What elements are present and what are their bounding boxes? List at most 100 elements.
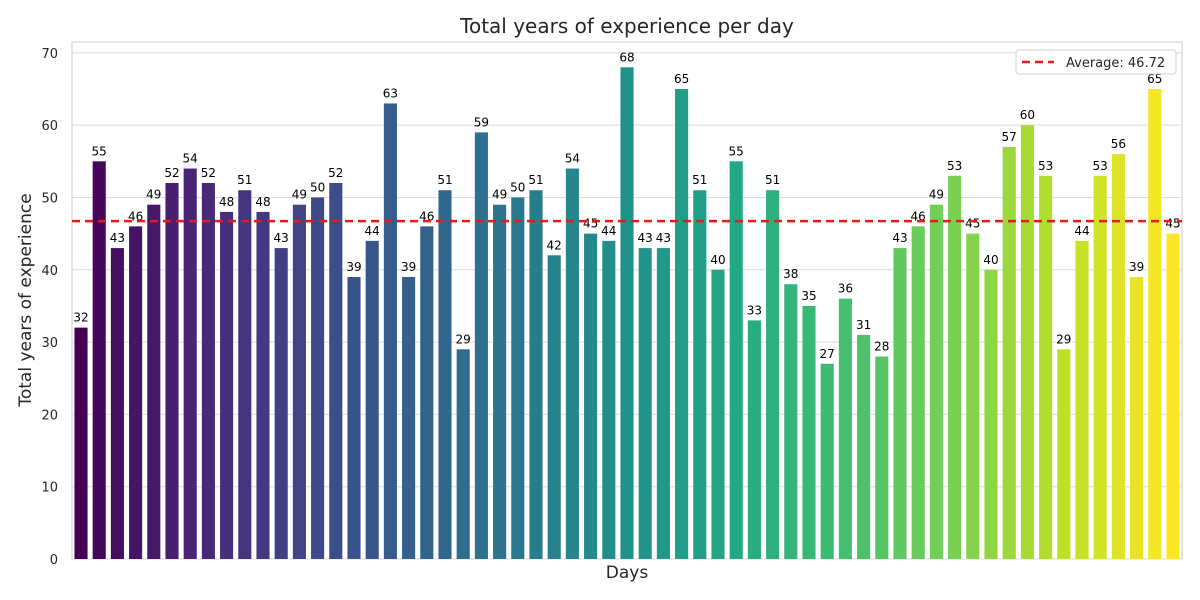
bar-value-label: 29	[456, 332, 471, 346]
bar-value-label: 46	[419, 209, 434, 223]
bar	[474, 132, 488, 559]
bar	[456, 349, 470, 559]
legend-label-average: Average: 46.72	[1066, 56, 1165, 71]
y-tick-label: 30	[41, 336, 58, 351]
bar	[966, 233, 980, 559]
bar-value-label: 39	[1129, 260, 1144, 274]
bar-value-label: 53	[947, 159, 962, 173]
bar	[802, 305, 816, 559]
bar	[1111, 154, 1125, 559]
x-axis-title: Days	[606, 563, 649, 583]
bar-value-label: 39	[401, 260, 416, 274]
bar-value-label: 54	[183, 152, 198, 166]
bar-value-label: 53	[1038, 159, 1053, 173]
bar	[1002, 146, 1016, 559]
bar	[820, 363, 834, 559]
bar-value-labels: 3255434649525452485148434950523944633946…	[73, 50, 1180, 360]
bar	[220, 211, 234, 560]
bar	[529, 190, 543, 560]
bar-value-label: 51	[692, 173, 707, 187]
bar-value-label: 48	[219, 195, 234, 209]
bar	[402, 277, 416, 559]
bar-value-label: 38	[783, 267, 798, 281]
bar	[565, 168, 579, 560]
bar	[493, 204, 507, 559]
bar	[201, 183, 215, 559]
bar	[766, 190, 780, 560]
bar-value-label: 68	[619, 50, 634, 64]
bar	[929, 204, 943, 559]
bar	[547, 255, 561, 559]
bar-value-label: 29	[1056, 332, 1071, 346]
bar	[584, 233, 598, 559]
bar	[383, 103, 397, 560]
bar	[438, 190, 452, 560]
bar-value-label: 43	[110, 231, 125, 245]
bar	[147, 204, 161, 559]
y-axis-title: Total years of experience	[16, 193, 36, 407]
bar	[656, 248, 670, 559]
bar-value-label: 59	[474, 115, 489, 129]
bar-value-label: 43	[638, 231, 653, 245]
bar-value-label: 45	[583, 217, 598, 231]
bar	[256, 211, 270, 560]
bar-value-label: 44	[601, 224, 616, 238]
bar-value-label: 51	[437, 173, 452, 187]
bar-value-label: 45	[1165, 217, 1180, 231]
legend: Average: 46.72	[1015, 49, 1177, 75]
bar	[511, 197, 525, 559]
bar	[292, 204, 306, 559]
bar-value-label: 39	[346, 260, 361, 274]
bar-value-label: 49	[492, 188, 507, 202]
bar-value-label: 60	[1020, 108, 1035, 122]
bar-value-label: 53	[1093, 159, 1108, 173]
bar-value-label: 28	[874, 340, 889, 354]
bar-value-label: 43	[656, 231, 671, 245]
bar	[875, 356, 889, 559]
bar	[311, 197, 325, 559]
bar-value-label: 31	[856, 318, 871, 332]
bar	[838, 298, 852, 559]
bar-value-label: 63	[383, 86, 398, 100]
chart-title: Total years of experience per day	[459, 14, 794, 38]
bar	[238, 190, 252, 560]
bar	[329, 183, 343, 559]
bar-value-label: 50	[310, 180, 325, 194]
bar-value-label: 49	[146, 188, 161, 202]
bar	[365, 240, 379, 559]
y-tick-label: 0	[50, 553, 58, 568]
y-tick-label: 70	[41, 47, 58, 62]
bar-value-label: 42	[547, 238, 562, 252]
bar-value-label: 49	[929, 188, 944, 202]
bar	[857, 334, 871, 559]
bar-value-label: 65	[674, 72, 689, 86]
bar	[129, 226, 143, 559]
bar	[1093, 175, 1107, 559]
bar	[784, 284, 798, 559]
bar	[110, 248, 124, 559]
bar	[729, 161, 743, 559]
bar-value-label: 52	[164, 166, 179, 180]
y-tick-label: 50	[41, 191, 58, 206]
bar	[165, 183, 179, 559]
bar	[1148, 89, 1162, 559]
y-tick-label: 60	[41, 119, 58, 134]
bar-value-label: 40	[710, 253, 725, 267]
bar-value-label: 43	[274, 231, 289, 245]
bar	[911, 226, 925, 559]
y-axis-ticks: 0 10 20 30 40 50 60 70	[41, 47, 58, 568]
bar-value-label: 46	[911, 209, 926, 223]
bar-value-label: 48	[255, 195, 270, 209]
bar-value-label: 44	[365, 224, 380, 238]
bar	[1057, 349, 1071, 559]
bar-value-label: 44	[1074, 224, 1089, 238]
y-tick-label: 40	[41, 264, 58, 279]
legend-box	[1015, 49, 1177, 75]
bar	[274, 248, 288, 559]
bar-value-label: 40	[983, 253, 998, 267]
bar	[893, 248, 907, 559]
bar	[1039, 175, 1053, 559]
bar	[948, 175, 962, 559]
bar	[183, 168, 197, 560]
bar	[74, 327, 88, 559]
